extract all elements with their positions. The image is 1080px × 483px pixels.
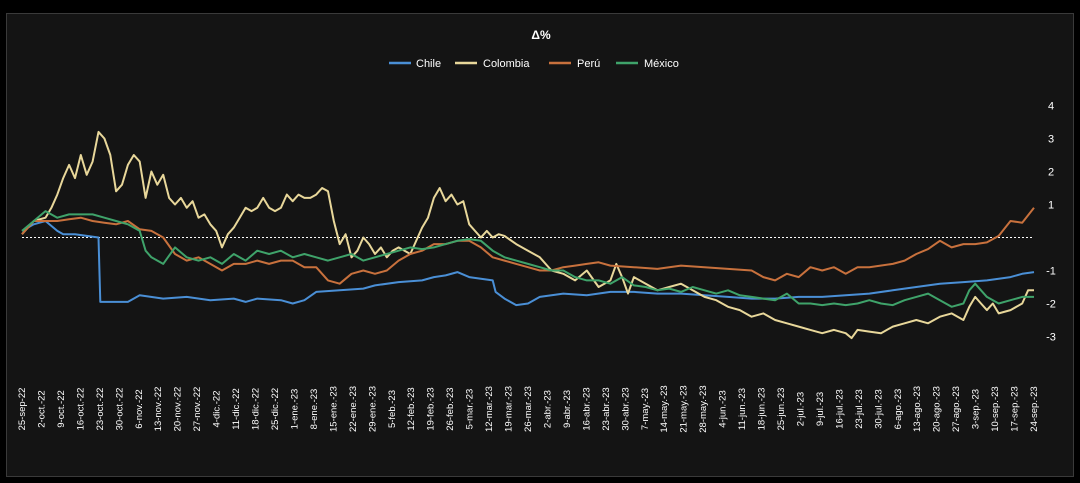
x-tick-label: 20-nov.-22 — [173, 387, 184, 432]
chart-frame: Δ% Chile Colombia Perú México 4 3 2 1 -1 -2 -3 25… — [6, 13, 1074, 477]
x-tick-label: 30-oct.-22 — [114, 388, 125, 431]
x-tick-label: 18-dic.-22 — [251, 388, 262, 430]
line-chart: Δ% Chile Colombia Perú México 4 3 2 1 -1 -2 -3 25… — [17, 28, 1056, 433]
series-line-perú — [21, 207, 1035, 285]
x-tick-label: 26-feb.-23 — [445, 387, 456, 430]
y-tick-label: -3 — [1046, 332, 1056, 344]
x-tick-label: 25-jun.-23 — [776, 388, 787, 431]
x-tick-label: 16-oct.-22 — [75, 388, 86, 431]
x-tick-label: 6-nov.-22 — [134, 389, 145, 428]
y-tick-label: -1 — [1046, 266, 1056, 278]
y-tick-label: -2 — [1046, 299, 1056, 311]
x-tick-label: 9-jul.-23 — [815, 392, 826, 426]
x-tick-label: 4-jun.-23 — [718, 390, 729, 428]
x-tick-label: 9-abr.-23 — [562, 390, 573, 428]
x-tick-label: 19-feb.-23 — [426, 387, 437, 430]
legend-item: Colombia — [455, 58, 530, 70]
x-tick-label: 21-may.-23 — [679, 385, 690, 432]
x-tick-label: 15-ene.-23 — [328, 386, 339, 432]
y-axis: 4 3 2 1 -1 -2 -3 — [1046, 101, 1056, 344]
y-tick-label: 4 — [1048, 101, 1054, 113]
x-tick-label: 7-may.-23 — [640, 388, 651, 430]
x-tick-label: 30-abr.-23 — [620, 387, 631, 430]
x-tick-label: 5-feb.-23 — [387, 390, 398, 428]
legend-label: Perú — [577, 58, 600, 70]
x-tick-label: 12-mar.-23 — [484, 386, 495, 432]
legend-item: México — [616, 58, 679, 70]
series-layer — [21, 130, 1035, 340]
x-tick-label: 23-oct.-22 — [95, 388, 106, 431]
series-line-chile — [21, 220, 1035, 307]
x-tick-label: 14-may.-23 — [659, 385, 670, 432]
series-line-colombia — [21, 130, 1034, 340]
legend-label: Chile — [416, 58, 441, 70]
x-tick-label: 28-may.-23 — [698, 385, 709, 432]
x-tick-label: 17-sep.-23 — [1010, 386, 1021, 431]
y-tick-label: 2 — [1048, 167, 1054, 179]
x-tick-label: 1-ene.-23 — [290, 389, 301, 430]
x-tick-label: 3-sep.-23 — [971, 389, 982, 429]
x-tick-label: 9-oct.-22 — [56, 390, 67, 428]
x-tick-label: 2-oct.-22 — [37, 390, 48, 428]
x-tick-label: 20-ago.-23 — [932, 386, 943, 432]
legend-item: Chile — [389, 58, 441, 70]
x-tick-label: 6-ago.-23 — [893, 389, 904, 430]
x-tick-label: 23-abr.-23 — [601, 387, 612, 430]
x-tick-label: 13-ago.-23 — [912, 386, 923, 432]
series-line-méxico — [21, 210, 1034, 308]
x-tick-label: 5-mar.-23 — [465, 389, 476, 430]
x-tick-label: 30-jul.-23 — [873, 389, 884, 429]
x-tick-label: 29-ene.-23 — [367, 386, 378, 432]
x-tick-label: 11-dic.-22 — [231, 388, 242, 430]
x-tick-label: 16-jul.-23 — [834, 389, 845, 429]
y-tick-label: 1 — [1048, 200, 1054, 212]
x-tick-label: 27-nov.-22 — [192, 387, 203, 432]
x-tick-label: 27-ago.-23 — [951, 386, 962, 432]
x-tick-label: 25-dic.-22 — [270, 388, 281, 430]
x-tick-label: 26-mar.-23 — [523, 386, 534, 432]
x-tick-label: 12-feb.-23 — [406, 387, 417, 430]
x-tick-label: 11-jun.-23 — [737, 388, 748, 430]
legend-label: México — [644, 58, 679, 70]
legend: Chile Colombia Perú México — [389, 58, 679, 70]
x-tick-label: 19-mar.-23 — [504, 386, 515, 432]
x-tick-label: 2-abr.-23 — [543, 390, 554, 428]
y-tick-label: 3 — [1048, 134, 1054, 146]
x-tick-label: 10-sep.-23 — [990, 386, 1001, 431]
x-tick-label: 16-abr.-23 — [581, 387, 592, 430]
x-tick-label: 23-jul.-23 — [854, 389, 865, 429]
legend-item: Perú — [549, 58, 600, 70]
x-tick-label: 13-nov.-22 — [153, 387, 164, 432]
x-tick-label: 4-dic.-22 — [212, 391, 223, 428]
legend-label: Colombia — [483, 58, 530, 70]
x-tick-label: 2-jul.-23 — [796, 392, 807, 426]
x-axis: 25-sep-22 2-oct.-22 9-oct.-22 16-oct.-22 23-… — [17, 385, 1040, 432]
x-tick-label: 8-ene.-23 — [309, 389, 320, 430]
x-tick-label: 24-sep.-23 — [1029, 386, 1040, 431]
chart-title: Δ% — [531, 28, 551, 42]
x-tick-label: 22-ene.-23 — [348, 386, 359, 432]
x-tick-label: 18-jun.-23 — [757, 388, 768, 431]
x-tick-label: 25-sep-22 — [17, 388, 28, 431]
